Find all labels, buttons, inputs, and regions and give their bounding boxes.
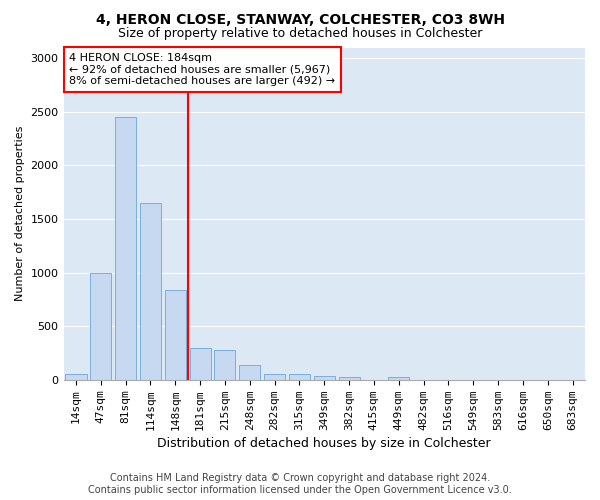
Bar <box>289 374 310 380</box>
Bar <box>388 376 409 380</box>
X-axis label: Distribution of detached houses by size in Colchester: Distribution of detached houses by size … <box>157 437 491 450</box>
Text: 4, HERON CLOSE, STANWAY, COLCHESTER, CO3 8WH: 4, HERON CLOSE, STANWAY, COLCHESTER, CO3… <box>95 12 505 26</box>
Bar <box>115 117 136 380</box>
Text: 4 HERON CLOSE: 184sqm
← 92% of detached houses are smaller (5,967)
8% of semi-de: 4 HERON CLOSE: 184sqm ← 92% of detached … <box>69 53 335 86</box>
Bar <box>190 348 211 380</box>
Y-axis label: Number of detached properties: Number of detached properties <box>15 126 25 302</box>
Bar <box>214 350 235 380</box>
Text: Size of property relative to detached houses in Colchester: Size of property relative to detached ho… <box>118 28 482 40</box>
Bar <box>90 272 112 380</box>
Bar <box>338 377 359 380</box>
Bar <box>140 203 161 380</box>
Bar <box>165 290 186 380</box>
Text: Contains HM Land Registry data © Crown copyright and database right 2024.
Contai: Contains HM Land Registry data © Crown c… <box>88 474 512 495</box>
Bar <box>314 376 335 380</box>
Bar <box>264 374 285 380</box>
Bar <box>65 374 86 380</box>
Bar <box>239 365 260 380</box>
